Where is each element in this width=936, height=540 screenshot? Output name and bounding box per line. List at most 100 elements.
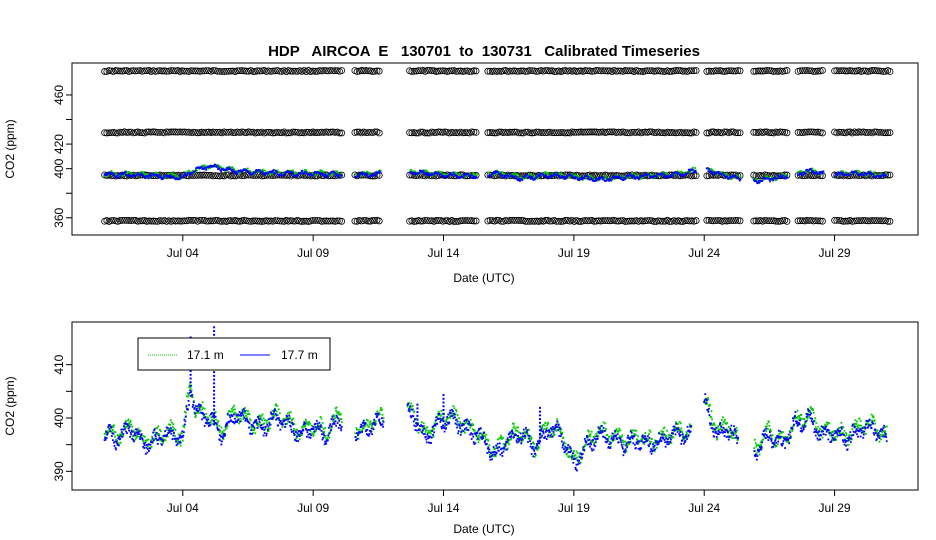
- ref-point: [269, 67, 277, 75]
- data-point: [530, 173, 533, 176]
- data-point: [107, 424, 110, 427]
- data-point: [859, 174, 862, 176]
- data-point: [269, 417, 272, 420]
- data-point: [236, 415, 239, 418]
- data-point: [711, 169, 714, 172]
- data-point: [316, 425, 319, 428]
- data-point: [272, 418, 274, 421]
- data-point: [275, 410, 278, 413]
- data-point: [321, 171, 323, 174]
- data-point: [144, 452, 147, 455]
- data-point: [522, 438, 525, 441]
- data-point: [207, 425, 210, 427]
- data-point: [586, 439, 589, 442]
- ref-point: [557, 129, 565, 136]
- data-point: [272, 415, 275, 417]
- data-point: [715, 438, 718, 441]
- data-point: [127, 171, 130, 173]
- data-point: [736, 429, 738, 432]
- data-point: [378, 421, 381, 424]
- data-point: [242, 418, 245, 421]
- ref-point: [428, 128, 436, 136]
- data-point: [357, 173, 359, 176]
- ref-point: [267, 67, 275, 75]
- data-point: [841, 173, 844, 176]
- data-point: [136, 428, 138, 431]
- data-point: [424, 172, 427, 175]
- ref-point: [311, 67, 319, 75]
- data-point: [662, 173, 664, 176]
- data-point: [849, 174, 852, 176]
- data-point: [140, 433, 143, 436]
- data-point: [444, 176, 447, 179]
- data-point: [213, 414, 215, 416]
- data-point: [883, 431, 886, 434]
- data-point: [679, 173, 682, 176]
- data-point: [320, 173, 323, 176]
- data-point: [791, 428, 794, 430]
- data-point: [217, 428, 220, 431]
- data-point: [409, 408, 412, 411]
- data-point: [445, 418, 448, 421]
- data-point: [203, 168, 205, 171]
- data-point: [786, 439, 789, 442]
- data-point: [176, 441, 179, 444]
- data-point: [158, 437, 161, 439]
- data-point: [310, 424, 313, 427]
- y-tick-label: 460: [52, 85, 66, 105]
- data-point: [803, 422, 806, 425]
- ref-point: [229, 129, 237, 137]
- ref-point: [666, 68, 673, 75]
- data-point: [275, 414, 278, 417]
- data-point: [238, 170, 241, 173]
- data-point: [181, 430, 184, 433]
- data-point: [509, 432, 512, 435]
- data-point: [268, 427, 271, 430]
- data-point: [796, 409, 799, 412]
- data-point: [556, 418, 559, 421]
- data-point: [585, 443, 588, 446]
- data-point: [288, 416, 291, 418]
- data-point: [207, 167, 210, 170]
- data-point: [246, 418, 248, 421]
- data-point: [305, 169, 308, 172]
- data-point: [562, 436, 565, 439]
- data-point: [275, 403, 278, 406]
- data-point: [370, 431, 372, 433]
- data-point: [520, 436, 523, 439]
- ref-point: [810, 172, 817, 179]
- data-point: [568, 175, 571, 178]
- data-point: [145, 176, 147, 179]
- ref-point: [333, 217, 341, 225]
- data-point: [334, 407, 337, 410]
- ref-point: [203, 217, 210, 225]
- data-point: [182, 434, 185, 437]
- ref-point: [287, 67, 295, 75]
- data-point: [130, 433, 133, 436]
- data-point: [157, 439, 160, 441]
- data-point: [425, 429, 428, 431]
- data-point: [169, 419, 172, 422]
- data-point: [328, 436, 331, 439]
- data-point: [289, 417, 292, 420]
- ref-point: [136, 217, 144, 225]
- data-point: [377, 172, 380, 174]
- data-point: [657, 174, 660, 177]
- data-point: [591, 441, 594, 443]
- ref-point: [454, 67, 462, 75]
- ref-point: [461, 129, 469, 136]
- data-point: [218, 431, 221, 433]
- data-point: [308, 436, 310, 439]
- data-point: [409, 415, 412, 418]
- data-point: [254, 419, 257, 422]
- data-point: [261, 428, 263, 431]
- ref-point: [452, 68, 460, 75]
- ref-point: [461, 217, 469, 224]
- ref-point: [515, 217, 523, 224]
- ref-point: [426, 67, 433, 74]
- data-point: [583, 445, 586, 448]
- data-point: [878, 440, 881, 443]
- ref-point: [495, 128, 503, 136]
- data-point: [207, 418, 210, 421]
- ref-point: [537, 217, 545, 225]
